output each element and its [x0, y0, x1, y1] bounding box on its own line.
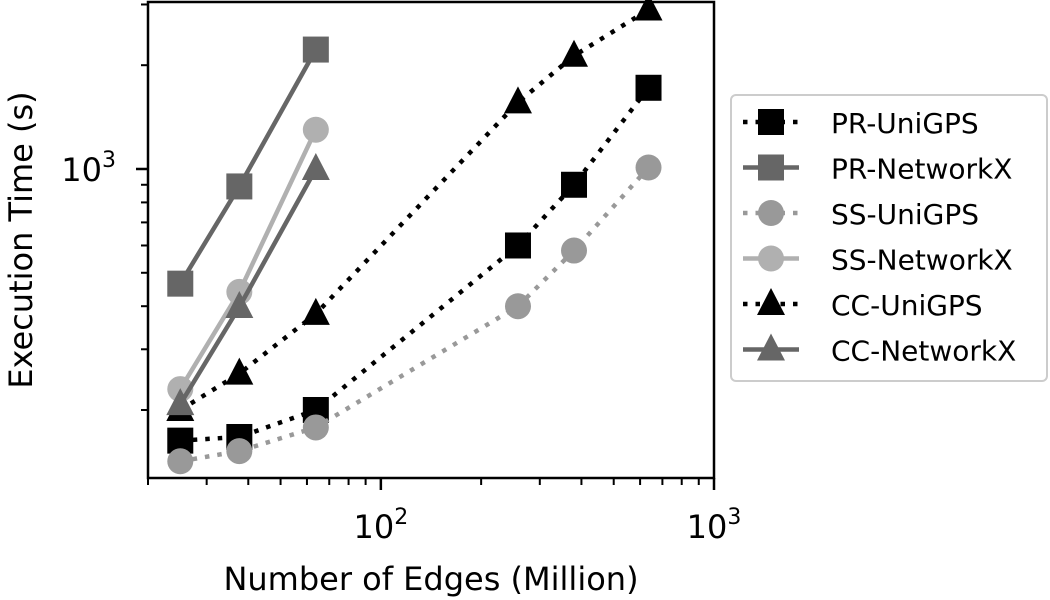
- data-point: [561, 237, 588, 264]
- data-point: [560, 39, 589, 67]
- y-tick-label: 103: [61, 148, 116, 189]
- legend-entry: SS-UniGPS: [743, 198, 979, 231]
- series-pr-networkx: [167, 36, 329, 297]
- data-point: [301, 152, 330, 180]
- legend-marker: [758, 154, 784, 181]
- legend-entry: PR-UniGPS: [743, 107, 979, 140]
- legend-marker: [758, 245, 784, 272]
- legend-label: CC-NetworkX: [831, 335, 1016, 368]
- data-point: [226, 173, 253, 200]
- legend-marker: [757, 288, 785, 315]
- data-point: [166, 388, 195, 416]
- data-point: [504, 293, 531, 320]
- y-axis-label: Execution Time (s): [2, 91, 40, 388]
- series-line: [179, 7, 650, 412]
- data-point: [302, 36, 329, 63]
- legend-label: SS-UniGPS: [831, 198, 979, 231]
- legend-label: PR-NetworkX: [831, 153, 1012, 186]
- data-point: [225, 357, 254, 385]
- data-point: [301, 297, 330, 325]
- x-axis-label: Number of Edges (Million): [223, 560, 638, 598]
- plot-frame: [146, 0, 716, 480]
- data-point: [167, 270, 194, 297]
- plot-area: [166, 0, 663, 475]
- series-cc-unigps: [166, 0, 663, 421]
- data-point: [225, 290, 254, 318]
- data-point: [504, 232, 531, 259]
- x-tick-label: 102: [353, 505, 408, 546]
- series-line: [180, 86, 651, 443]
- data-point: [226, 438, 253, 465]
- data-point: [302, 116, 329, 143]
- series-line: [178, 48, 318, 285]
- axis-ticks: 102 103 103: [61, 3, 742, 546]
- legend-box: [730, 94, 1048, 382]
- data-point: [634, 0, 663, 21]
- data-point: [503, 86, 532, 114]
- legend-entry: CC-NetworkX: [743, 333, 1016, 368]
- legend-marker: [758, 200, 784, 226]
- series-ss-unigps: [167, 154, 662, 475]
- legend: PR-UniGPS PR-NetworkX SS-UniGPS SS-NetworkX…: [730, 94, 1048, 382]
- legend-label: PR-UniGPS: [831, 107, 979, 140]
- legend-marker: [757, 333, 785, 361]
- legend-label: SS-NetworkX: [831, 244, 1013, 277]
- x-tick-label: 103: [687, 505, 742, 546]
- legend-entry: CC-UniGPS: [743, 288, 983, 322]
- legend-marker: [758, 109, 784, 135]
- data-point: [167, 448, 194, 475]
- data-point: [635, 154, 662, 181]
- series-pr-unigps: [167, 74, 662, 454]
- series-ss-networkx: [167, 116, 329, 403]
- legend-entry: PR-NetworkX: [743, 153, 1012, 186]
- legend-label: CC-UniGPS: [831, 289, 983, 322]
- series-cc-networkx: [166, 152, 330, 416]
- data-point: [302, 414, 329, 441]
- legend-entry: SS-NetworkX: [743, 244, 1013, 277]
- data-point: [561, 171, 588, 198]
- data-point: [635, 74, 662, 101]
